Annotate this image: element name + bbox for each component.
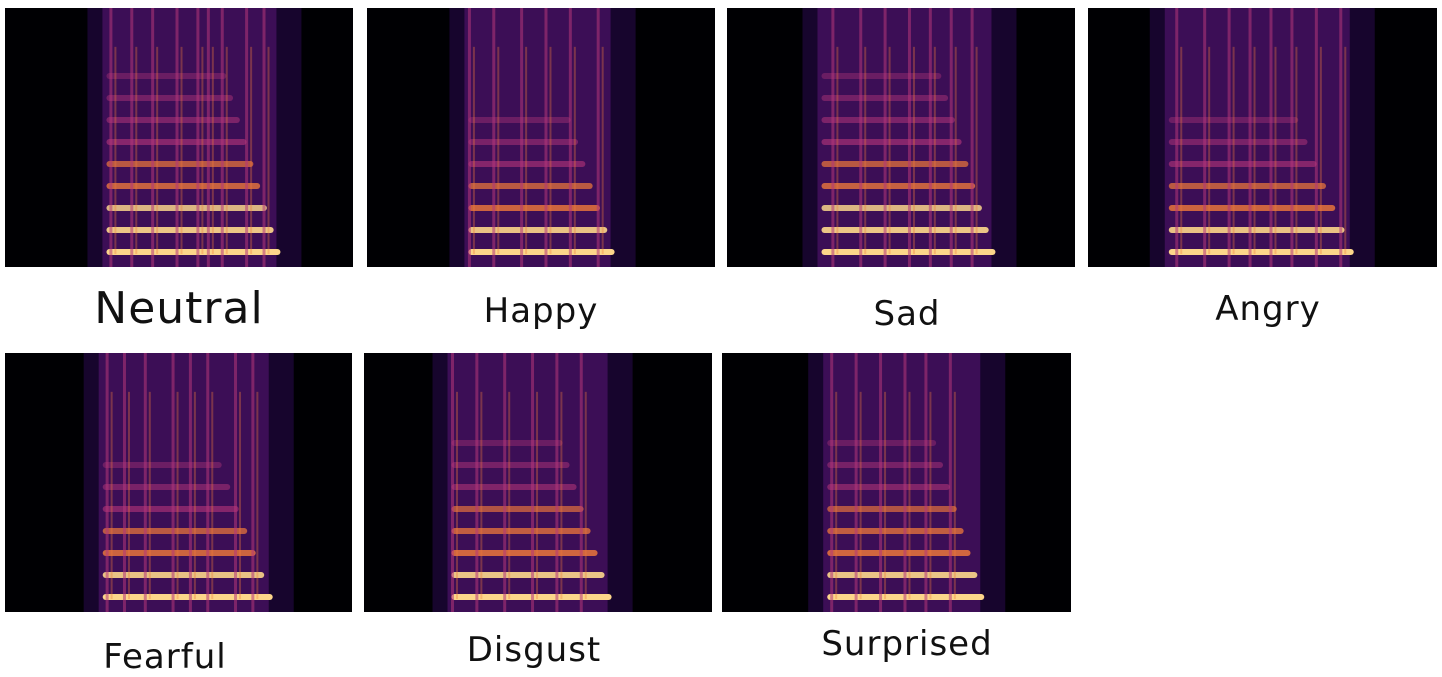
spectrogram-angry — [1088, 8, 1437, 267]
label-sad: Sad — [873, 294, 941, 334]
spectrogram-neutral — [5, 8, 353, 267]
spectrogram-surprised — [722, 353, 1071, 612]
label-angry: Angry — [1215, 289, 1321, 329]
spectrogram-sad — [727, 8, 1075, 267]
spectrogram-fearful — [5, 353, 352, 612]
label-happy: Happy — [483, 291, 599, 331]
label-disgust: Disgust — [466, 630, 602, 670]
spectrogram-disgust — [364, 353, 712, 612]
label-neutral: Neutral — [94, 283, 264, 334]
label-fearful: Fearful — [103, 637, 227, 677]
label-surprised: Surprised — [821, 624, 993, 664]
spectrogram-happy — [367, 8, 715, 267]
